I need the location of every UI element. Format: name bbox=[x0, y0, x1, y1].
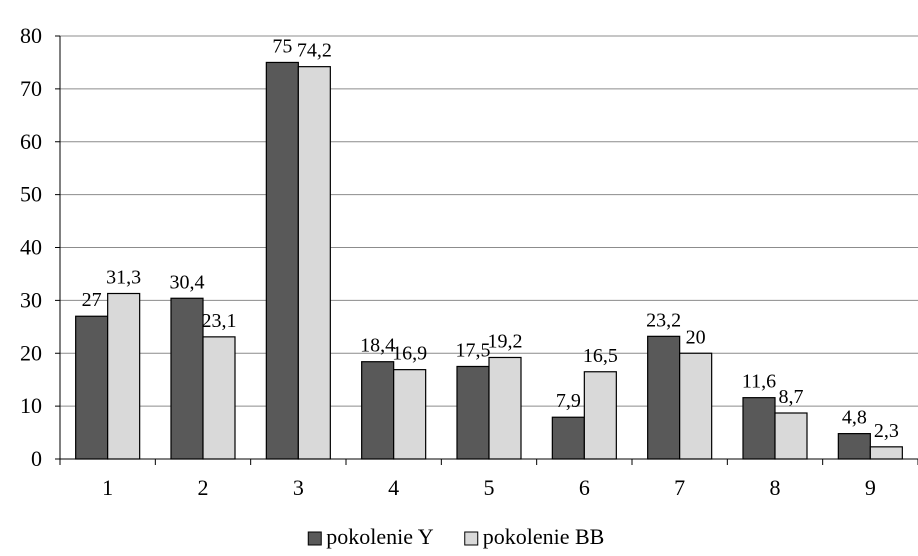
y-tick-label: 40 bbox=[20, 235, 42, 260]
legend-label: pokolenie Y bbox=[326, 524, 433, 549]
x-tick-label: 6 bbox=[579, 475, 590, 500]
bar-pokolenie-bb bbox=[869, 446, 903, 460]
data-label: 31,3 bbox=[106, 267, 141, 289]
bar-pokolenie-bb bbox=[107, 292, 141, 460]
bar-pokolenie-bb bbox=[679, 352, 713, 460]
data-label: 7,9 bbox=[556, 390, 581, 412]
y-tick-label: 60 bbox=[20, 129, 42, 154]
data-label: 4,8 bbox=[842, 407, 867, 429]
data-label: 8,7 bbox=[779, 386, 804, 408]
y-tick-label: 30 bbox=[20, 287, 42, 312]
data-label: 11,6 bbox=[742, 371, 776, 393]
bar-pokolenie-bb bbox=[774, 412, 808, 460]
legend-label: pokolenie BB bbox=[483, 524, 605, 549]
x-tick-label: 8 bbox=[770, 475, 781, 500]
y-tick-label: 50 bbox=[20, 182, 42, 207]
data-label: 17,5 bbox=[456, 339, 491, 361]
y-tick-label: 80 bbox=[20, 23, 42, 48]
bar-pokolenie-bb bbox=[488, 356, 522, 460]
legend-swatch bbox=[307, 531, 322, 546]
y-tick-label: 70 bbox=[20, 76, 42, 101]
bar-pokolenie-bb bbox=[297, 66, 331, 460]
data-label: 27 bbox=[82, 289, 102, 311]
data-label: 16,9 bbox=[392, 343, 427, 365]
bar-pokolenie-bb bbox=[202, 336, 236, 460]
y-tick-label: 10 bbox=[20, 393, 42, 418]
x-tick-label: 5 bbox=[484, 475, 495, 500]
bar-pokolenie-y bbox=[742, 397, 776, 460]
y-tick-label: 0 bbox=[31, 446, 42, 471]
bar-pokolenie-y bbox=[837, 433, 871, 460]
bar-pokolenie-y bbox=[647, 335, 681, 460]
bars bbox=[75, 61, 903, 460]
x-tick-label: 9 bbox=[865, 475, 876, 500]
bar-pokolenie-y bbox=[551, 416, 585, 460]
data-label: 16,5 bbox=[583, 345, 618, 367]
bar-pokolenie-y bbox=[361, 361, 395, 460]
x-tick-label: 7 bbox=[674, 475, 685, 500]
data-label: 30,4 bbox=[170, 271, 205, 293]
bar-pokolenie-y bbox=[75, 315, 109, 460]
data-label: 20 bbox=[686, 326, 706, 348]
data-label: 2,3 bbox=[874, 420, 899, 442]
bar-pokolenie-y bbox=[265, 61, 299, 460]
bar-pokolenie-bb bbox=[583, 371, 617, 460]
data-label: 23,2 bbox=[646, 309, 681, 331]
y-axis-tick-labels: 0 10 20 30 40 50 60 70 80 bbox=[20, 23, 42, 471]
legend: pokolenie Y pokolenie BB bbox=[307, 524, 605, 549]
bar-pokolenie-y bbox=[456, 365, 490, 460]
data-label: 23,1 bbox=[202, 310, 237, 332]
data-label: 75 bbox=[272, 35, 292, 57]
x-axis-tick-labels: 1 2 3 4 5 6 7 8 9 bbox=[102, 475, 876, 500]
data-label: 74,2 bbox=[297, 40, 332, 62]
legend-swatch bbox=[464, 531, 479, 546]
axes bbox=[55, 35, 918, 465]
data-label: 19,2 bbox=[488, 330, 523, 352]
x-tick-label: 3 bbox=[293, 475, 304, 500]
x-tick-label: 4 bbox=[388, 475, 399, 500]
x-tick-label: 2 bbox=[198, 475, 209, 500]
data-label: 18,4 bbox=[360, 335, 395, 357]
bar-pokolenie-y bbox=[170, 297, 204, 460]
bar-pokolenie-bb bbox=[393, 369, 427, 460]
x-tick-label: 1 bbox=[102, 475, 113, 500]
y-tick-label: 20 bbox=[20, 340, 42, 365]
